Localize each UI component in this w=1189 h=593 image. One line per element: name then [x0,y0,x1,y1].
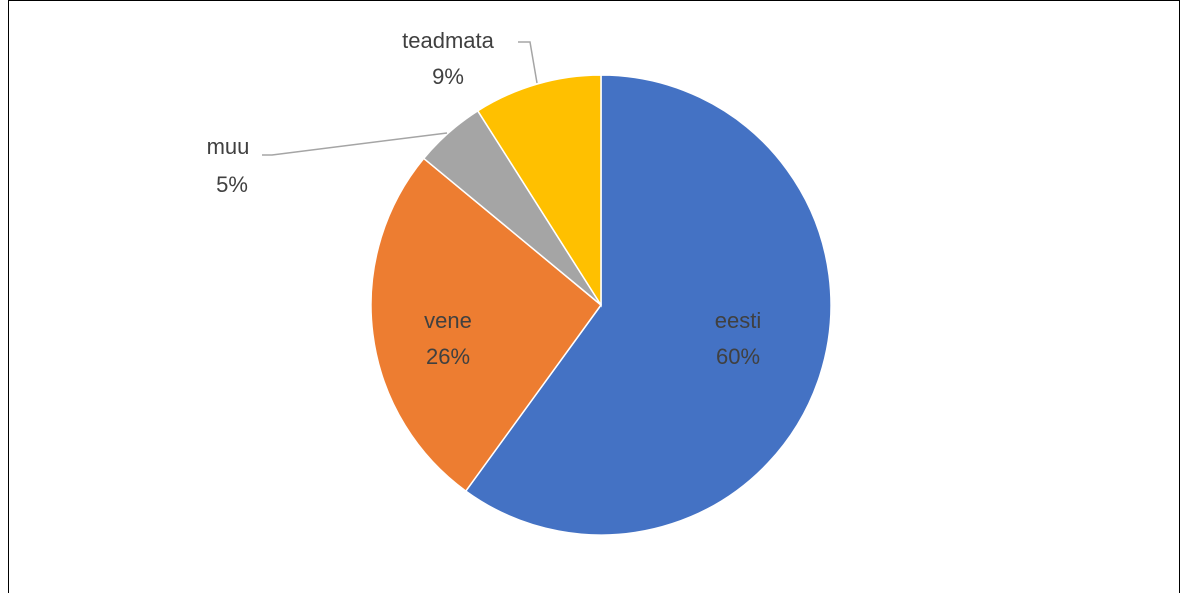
leader-line [262,132,448,156]
pie-slice [476,74,602,308]
value-label: 26% [426,344,470,369]
category-label: vene [424,308,472,333]
category-label: muu [207,134,250,159]
pie [370,74,832,536]
pie-slice [370,157,603,493]
category-label: eesti [715,308,761,333]
leader-line [518,41,538,84]
value-label: 60% [716,344,760,369]
value-label: 9% [432,64,464,89]
category-label: teadmata [402,28,494,53]
value-label: 5% [216,172,248,197]
pie-slice [464,74,832,536]
